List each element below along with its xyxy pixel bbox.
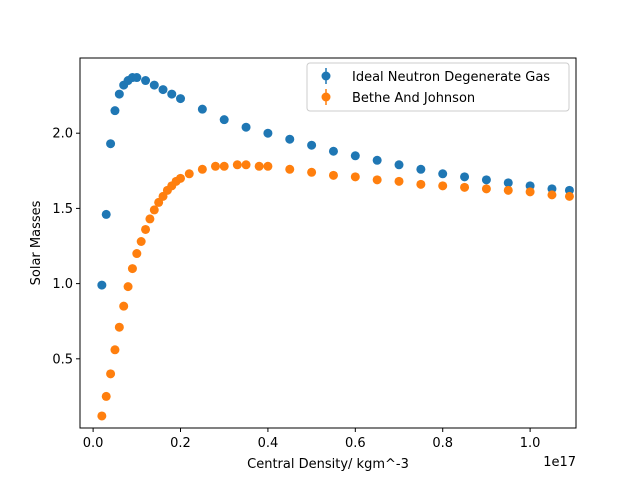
data-point	[110, 345, 120, 355]
y-tick-label: 1.0	[52, 277, 73, 292]
data-point	[149, 80, 159, 90]
data-point	[263, 161, 273, 171]
legend-frame	[306, 62, 570, 112]
data-point	[394, 176, 404, 186]
data-point	[210, 161, 220, 171]
data-point	[350, 172, 360, 182]
legend-label-ideal-neutron: Ideal Neutron Degenerate Gas	[352, 70, 550, 85]
data-point	[328, 146, 338, 156]
data-point	[110, 106, 120, 116]
data-point	[241, 122, 251, 132]
data-point	[123, 282, 133, 292]
data-point	[127, 264, 137, 274]
y-axis-label: Solar Masses	[29, 200, 44, 285]
data-point	[460, 182, 470, 192]
data-point	[97, 411, 107, 421]
series-1	[97, 160, 574, 421]
plot-area	[80, 58, 576, 428]
data-point	[481, 175, 491, 185]
data-point	[101, 391, 111, 401]
data-point	[141, 224, 151, 234]
legend-marker-bethe-johnson	[321, 92, 331, 102]
data-point	[158, 85, 168, 95]
data-point	[114, 89, 124, 99]
data-point	[416, 164, 426, 174]
data-point	[254, 161, 264, 171]
data-point	[503, 185, 513, 195]
y-tick-label: 0.5	[52, 352, 73, 367]
data-point	[372, 175, 382, 185]
plot-frame	[79, 57, 577, 429]
data-point	[481, 184, 491, 194]
data-point	[106, 139, 116, 149]
data-point	[285, 164, 295, 174]
data-point	[460, 172, 470, 182]
data-point	[106, 369, 116, 379]
data-point	[219, 161, 229, 171]
data-point	[167, 89, 177, 99]
data-point	[114, 322, 124, 332]
series-0	[97, 73, 574, 290]
data-point	[416, 179, 426, 189]
data-point	[307, 140, 317, 150]
data-point	[141, 76, 151, 86]
data-point	[438, 169, 448, 179]
data-point	[525, 187, 535, 197]
x-tick-label: 0.4	[258, 436, 279, 451]
data-point	[197, 104, 207, 114]
data-point	[232, 160, 242, 170]
legend-label-bethe-johnson: Bethe And Johnson	[352, 91, 475, 106]
data-point	[176, 94, 186, 104]
y-tick-label: 1.5	[52, 202, 73, 217]
data-point	[350, 151, 360, 161]
y-tick-label: 2.0	[52, 127, 73, 142]
data-point	[119, 301, 129, 311]
data-point	[132, 73, 142, 83]
data-point	[263, 128, 273, 138]
legend: Ideal Neutron Degenerate Gas Bethe And J…	[306, 62, 570, 112]
data-point	[438, 181, 448, 191]
legend-marker-ideal-neutron	[321, 71, 331, 81]
x-tick-label: 0.2	[170, 436, 191, 451]
x-tick-label: 0.6	[345, 436, 366, 451]
data-point	[547, 190, 557, 200]
data-point	[97, 280, 107, 290]
data-point	[197, 164, 207, 174]
data-point	[503, 178, 513, 188]
data-point	[101, 209, 111, 219]
data-point	[219, 115, 229, 125]
data-point	[285, 134, 295, 144]
data-point	[176, 173, 186, 183]
x-tick-label: 0.8	[432, 436, 453, 451]
data-point	[241, 160, 251, 170]
x-tick-label: 1.0	[520, 436, 541, 451]
data-point	[564, 191, 574, 201]
data-point	[145, 214, 155, 224]
data-point	[394, 160, 404, 170]
data-point	[372, 155, 382, 165]
data-point	[307, 167, 317, 177]
data-point	[136, 237, 146, 246]
data-point	[149, 205, 159, 215]
data-point	[184, 169, 194, 179]
series-layer	[97, 73, 574, 421]
data-point	[132, 249, 142, 259]
data-point	[328, 170, 338, 180]
x-axis-label: Central Density/ kgm^-3	[247, 457, 409, 472]
axes-layer: 0.0 0.2 0.4 0.6 0.8 1.0 0.5 1.0 1.5 2.0	[52, 127, 540, 451]
x-axis-offset-text: 1e17	[543, 455, 576, 470]
x-tick-label: 0.0	[83, 436, 104, 451]
